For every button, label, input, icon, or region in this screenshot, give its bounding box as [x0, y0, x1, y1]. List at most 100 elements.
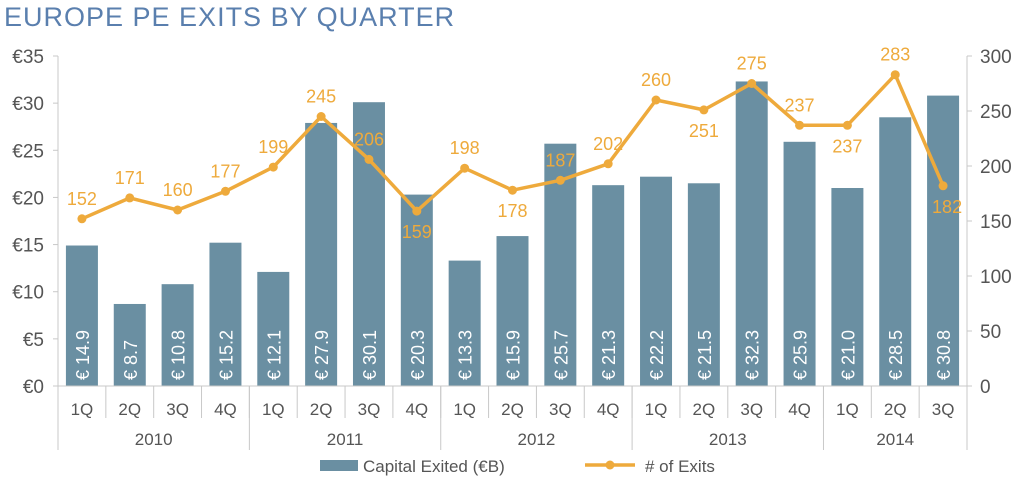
exits-point: [412, 206, 422, 216]
category-label: 3Q: [358, 400, 381, 419]
exits-point: [460, 163, 470, 173]
category-label: 1Q: [262, 400, 285, 419]
exits-point: [364, 154, 374, 164]
bar-data-label: € 21.3: [599, 330, 619, 380]
left-tick-label: €5: [23, 330, 44, 351]
category-label: 1Q: [645, 400, 668, 419]
right-tick-label: 50: [980, 322, 1001, 343]
exits-data-label: 198: [450, 138, 480, 158]
exits-data-label: 160: [163, 180, 193, 200]
bar-data-label: € 27.9: [312, 330, 332, 380]
exits-point: [77, 214, 87, 224]
exits-data-label: 152: [67, 189, 97, 209]
exits-point: [603, 159, 613, 169]
category-label: 2Q: [501, 400, 524, 419]
left-tick-label: €35: [12, 47, 44, 68]
bar: [640, 176, 673, 386]
exits-data-label: 171: [115, 168, 145, 188]
category-label: 2Q: [693, 400, 716, 419]
right-tick-label: 150: [980, 212, 1012, 233]
left-tick-label: €15: [12, 236, 44, 257]
exits-data-label: 159: [402, 222, 432, 242]
category-label: 3Q: [932, 400, 955, 419]
bar: [831, 188, 864, 386]
bar: [592, 185, 625, 386]
bar: [161, 284, 194, 386]
right-tick-label: 250: [980, 102, 1012, 123]
exits-point: [268, 162, 278, 172]
category-label: 2Q: [884, 400, 907, 419]
bar-data-label: € 32.3: [743, 330, 763, 380]
exits-data-label: 202: [593, 134, 623, 154]
bar-data-label: € 30.8: [934, 330, 954, 380]
exits-point: [173, 205, 183, 215]
bar: [305, 122, 338, 386]
exits-point: [890, 70, 900, 80]
exits-data-label: 245: [306, 87, 336, 107]
exits-point: [220, 186, 230, 196]
bar-data-label: € 21.0: [838, 330, 858, 380]
category-label: 4Q: [597, 400, 620, 419]
year-label: 2012: [518, 430, 556, 449]
bar: [65, 245, 98, 386]
exits-data-label: 237: [785, 95, 815, 115]
bar-data-label: € 13.3: [456, 330, 476, 380]
bar: [879, 117, 912, 387]
category-label: 2Q: [310, 400, 333, 419]
right-tick-label: 300: [980, 47, 1012, 68]
left-tick-label: €30: [12, 94, 44, 115]
bar-data-label: € 15.9: [504, 330, 524, 380]
bar: [257, 271, 290, 386]
bar-data-label: € 25.7: [551, 330, 571, 380]
bar-data-label: € 14.9: [73, 330, 93, 380]
bar: [400, 194, 433, 386]
bar: [113, 303, 146, 386]
category-label: 4Q: [214, 400, 237, 419]
exits-point: [747, 79, 757, 88]
bar-data-label: € 12.1: [264, 330, 284, 380]
legend-line-label: # of Exits: [645, 457, 715, 476]
exits-point: [316, 112, 326, 121]
bar: [209, 242, 242, 386]
bar-data-label: € 25.9: [791, 330, 811, 380]
left-tick-label: €25: [12, 141, 44, 162]
bar-data-label: € 8.7: [121, 340, 141, 380]
category-label: 2Q: [118, 400, 141, 419]
right-tick-label: 100: [980, 267, 1012, 288]
exits-point: [555, 175, 565, 185]
left-tick-label: €0: [23, 377, 44, 398]
bar-data-label: € 30.1: [360, 330, 380, 380]
year-label: 2010: [135, 430, 173, 449]
exits-data-label: 187: [545, 150, 575, 170]
exits-data-label: 251: [689, 121, 719, 141]
bar-data-label: € 15.2: [216, 330, 236, 380]
exits-point: [699, 105, 709, 115]
category-label: 1Q: [836, 400, 859, 419]
bar-data-label: € 28.5: [886, 330, 906, 380]
exits-data-label: 260: [641, 70, 671, 90]
category-label: 3Q: [166, 400, 189, 419]
bar: [783, 141, 816, 386]
left-tick-label: €10: [12, 283, 44, 304]
legend-bar-label: Capital Exited (€B): [363, 457, 505, 476]
left-tick-label: €20: [12, 188, 44, 209]
bar-data-label: € 10.8: [169, 330, 189, 380]
exits-data-label: 182: [932, 197, 962, 217]
bar: [927, 95, 960, 386]
right-tick-label: 200: [980, 157, 1012, 178]
exits-data-label: 178: [497, 201, 527, 221]
right-tick-label: 0: [980, 377, 991, 398]
bar-data-label: € 20.3: [408, 330, 428, 380]
bar: [496, 236, 529, 386]
bar: [448, 260, 481, 386]
year-label: 2013: [709, 430, 747, 449]
exits-point: [938, 181, 948, 191]
bar-data-label: € 22.2: [647, 330, 667, 380]
exits-data-label: 206: [354, 129, 384, 149]
exits-point: [651, 95, 661, 105]
exits-point: [508, 185, 517, 195]
category-label: 4Q: [405, 400, 428, 419]
legend-line-marker: [605, 460, 615, 470]
exits-point: [795, 120, 805, 130]
